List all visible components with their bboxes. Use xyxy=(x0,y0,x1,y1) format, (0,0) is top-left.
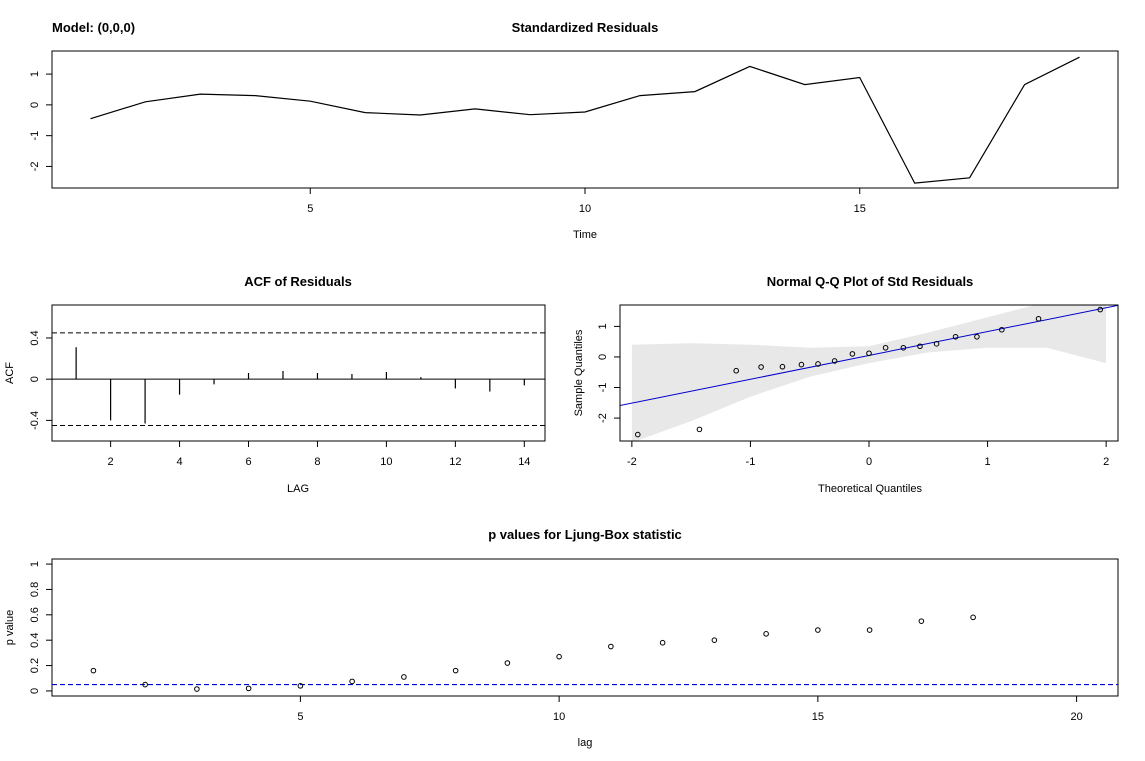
p-value-point xyxy=(401,674,407,680)
y-tick-label: 0 xyxy=(29,376,41,382)
qq-point xyxy=(952,333,959,340)
y-axis-label: ACF xyxy=(4,362,16,384)
y-tick-label: 0.4 xyxy=(29,633,41,648)
confidence-band xyxy=(631,305,1107,441)
chart-title: ACF of Residuals xyxy=(244,274,352,289)
x-tick-label: -2 xyxy=(627,456,637,468)
x-tick-label: 0 xyxy=(866,456,872,468)
y-tick-label: -1 xyxy=(29,131,41,141)
p-value-point xyxy=(90,667,97,674)
x-tick-label: 6 xyxy=(245,456,251,468)
y-tick-label: 0.2 xyxy=(29,658,41,673)
x-tick-label: 20 xyxy=(1070,711,1082,723)
qq-point xyxy=(900,344,907,351)
x-tick-label: 2 xyxy=(1103,456,1109,468)
p-value-point xyxy=(866,627,873,633)
y-tick-label: 1 xyxy=(597,323,609,329)
y-tick-label: 0.6 xyxy=(29,607,41,622)
p-value-point xyxy=(918,618,925,624)
p-value-point xyxy=(556,653,562,660)
x-tick-label: 8 xyxy=(314,456,320,468)
qq-point xyxy=(815,361,821,367)
x-tick-label: -1 xyxy=(746,456,756,468)
y-tick-label: 0 xyxy=(29,688,41,694)
p-value-point xyxy=(194,686,200,692)
chart-title: Standardized Residuals xyxy=(512,20,659,35)
x-tick-label: 15 xyxy=(812,711,824,723)
qq-point xyxy=(733,367,740,374)
chart-title: p values for Ljung-Box statistic xyxy=(488,527,682,542)
y-tick-label: 0.4 xyxy=(29,330,41,345)
plot-frame xyxy=(51,50,1119,189)
x-axis-label: Time xyxy=(573,229,597,241)
qq-point xyxy=(882,344,889,351)
chart-title: Normal Q-Q Plot of Std Residuals xyxy=(767,274,974,289)
y-tick-label: 0 xyxy=(597,354,609,360)
y-tick-label: -0.4 xyxy=(29,411,41,430)
x-axis-label: LAG xyxy=(287,483,309,495)
y-axis-label: p value xyxy=(4,610,16,645)
qq-point xyxy=(866,350,872,357)
x-tick-label: 10 xyxy=(380,456,392,468)
p-value-point xyxy=(659,639,666,646)
qq-plot-panel: Normal Q-Q Plot of Std Residuals Theoret… xyxy=(573,274,1119,495)
p-value-point xyxy=(142,681,148,688)
qq-point xyxy=(1097,306,1104,313)
standardized-residuals-panel: Standardized Residuals Time 5 10 15 -2 -1 0 1 xyxy=(29,20,1119,241)
x-tick-label: 5 xyxy=(297,711,303,723)
y-tick-label: -2 xyxy=(597,413,609,423)
p-value-point xyxy=(245,685,252,692)
qq-point xyxy=(634,431,641,438)
y-axis-label: Sample Quantiles xyxy=(573,329,585,416)
p-value-point xyxy=(763,631,769,637)
p-value-point xyxy=(711,637,718,643)
qq-point xyxy=(974,333,980,340)
p-value-point xyxy=(349,678,355,685)
x-tick-label: 10 xyxy=(579,203,591,215)
qq-point xyxy=(779,363,786,370)
qq-point xyxy=(831,358,838,364)
x-axis-label: lag xyxy=(578,737,593,749)
plot-frame xyxy=(51,304,546,442)
plot-frame xyxy=(51,558,1119,697)
p-value-point xyxy=(504,660,511,666)
x-tick-label: 12 xyxy=(449,456,461,468)
p-value-point xyxy=(608,643,614,650)
x-tick-label: 2 xyxy=(108,456,114,468)
y-tick-label: 0 xyxy=(29,102,41,108)
qq-point xyxy=(798,361,805,368)
ljung-box-panel: p values for Ljung-Box statistic lag p v… xyxy=(4,527,1119,749)
x-tick-label: 1 xyxy=(985,456,991,468)
y-tick-label: 1 xyxy=(29,561,41,567)
p-value-point xyxy=(297,683,304,689)
qq-point xyxy=(1035,315,1042,322)
x-tick-label: 10 xyxy=(553,711,565,723)
acf-panel: ACF of Residuals LAG ACF 2 4 6 8 10 12 14 -0.4 0… xyxy=(4,274,546,495)
model-label: Model: (0,0,0) xyxy=(52,20,135,35)
p-value-point xyxy=(970,614,976,621)
y-tick-label: -2 xyxy=(29,162,41,172)
residual-series-line xyxy=(90,56,1080,184)
x-tick-label: 5 xyxy=(307,203,313,215)
qq-point xyxy=(849,351,856,357)
x-tick-label: 14 xyxy=(518,456,530,468)
qq-point xyxy=(999,326,1005,333)
qq-point xyxy=(696,426,703,433)
qq-point xyxy=(917,343,923,350)
qq-point xyxy=(933,341,940,347)
x-tick-label: 4 xyxy=(176,456,182,468)
x-tick-label: 15 xyxy=(854,203,866,215)
y-tick-label: 1 xyxy=(29,71,41,77)
qq-point xyxy=(758,364,764,370)
y-tick-label: -1 xyxy=(597,383,609,393)
y-tick-label: 0.8 xyxy=(29,582,41,597)
p-value-point xyxy=(452,667,459,674)
x-axis-label: Theoretical Quantiles xyxy=(818,483,922,495)
p-value-point xyxy=(815,627,821,633)
